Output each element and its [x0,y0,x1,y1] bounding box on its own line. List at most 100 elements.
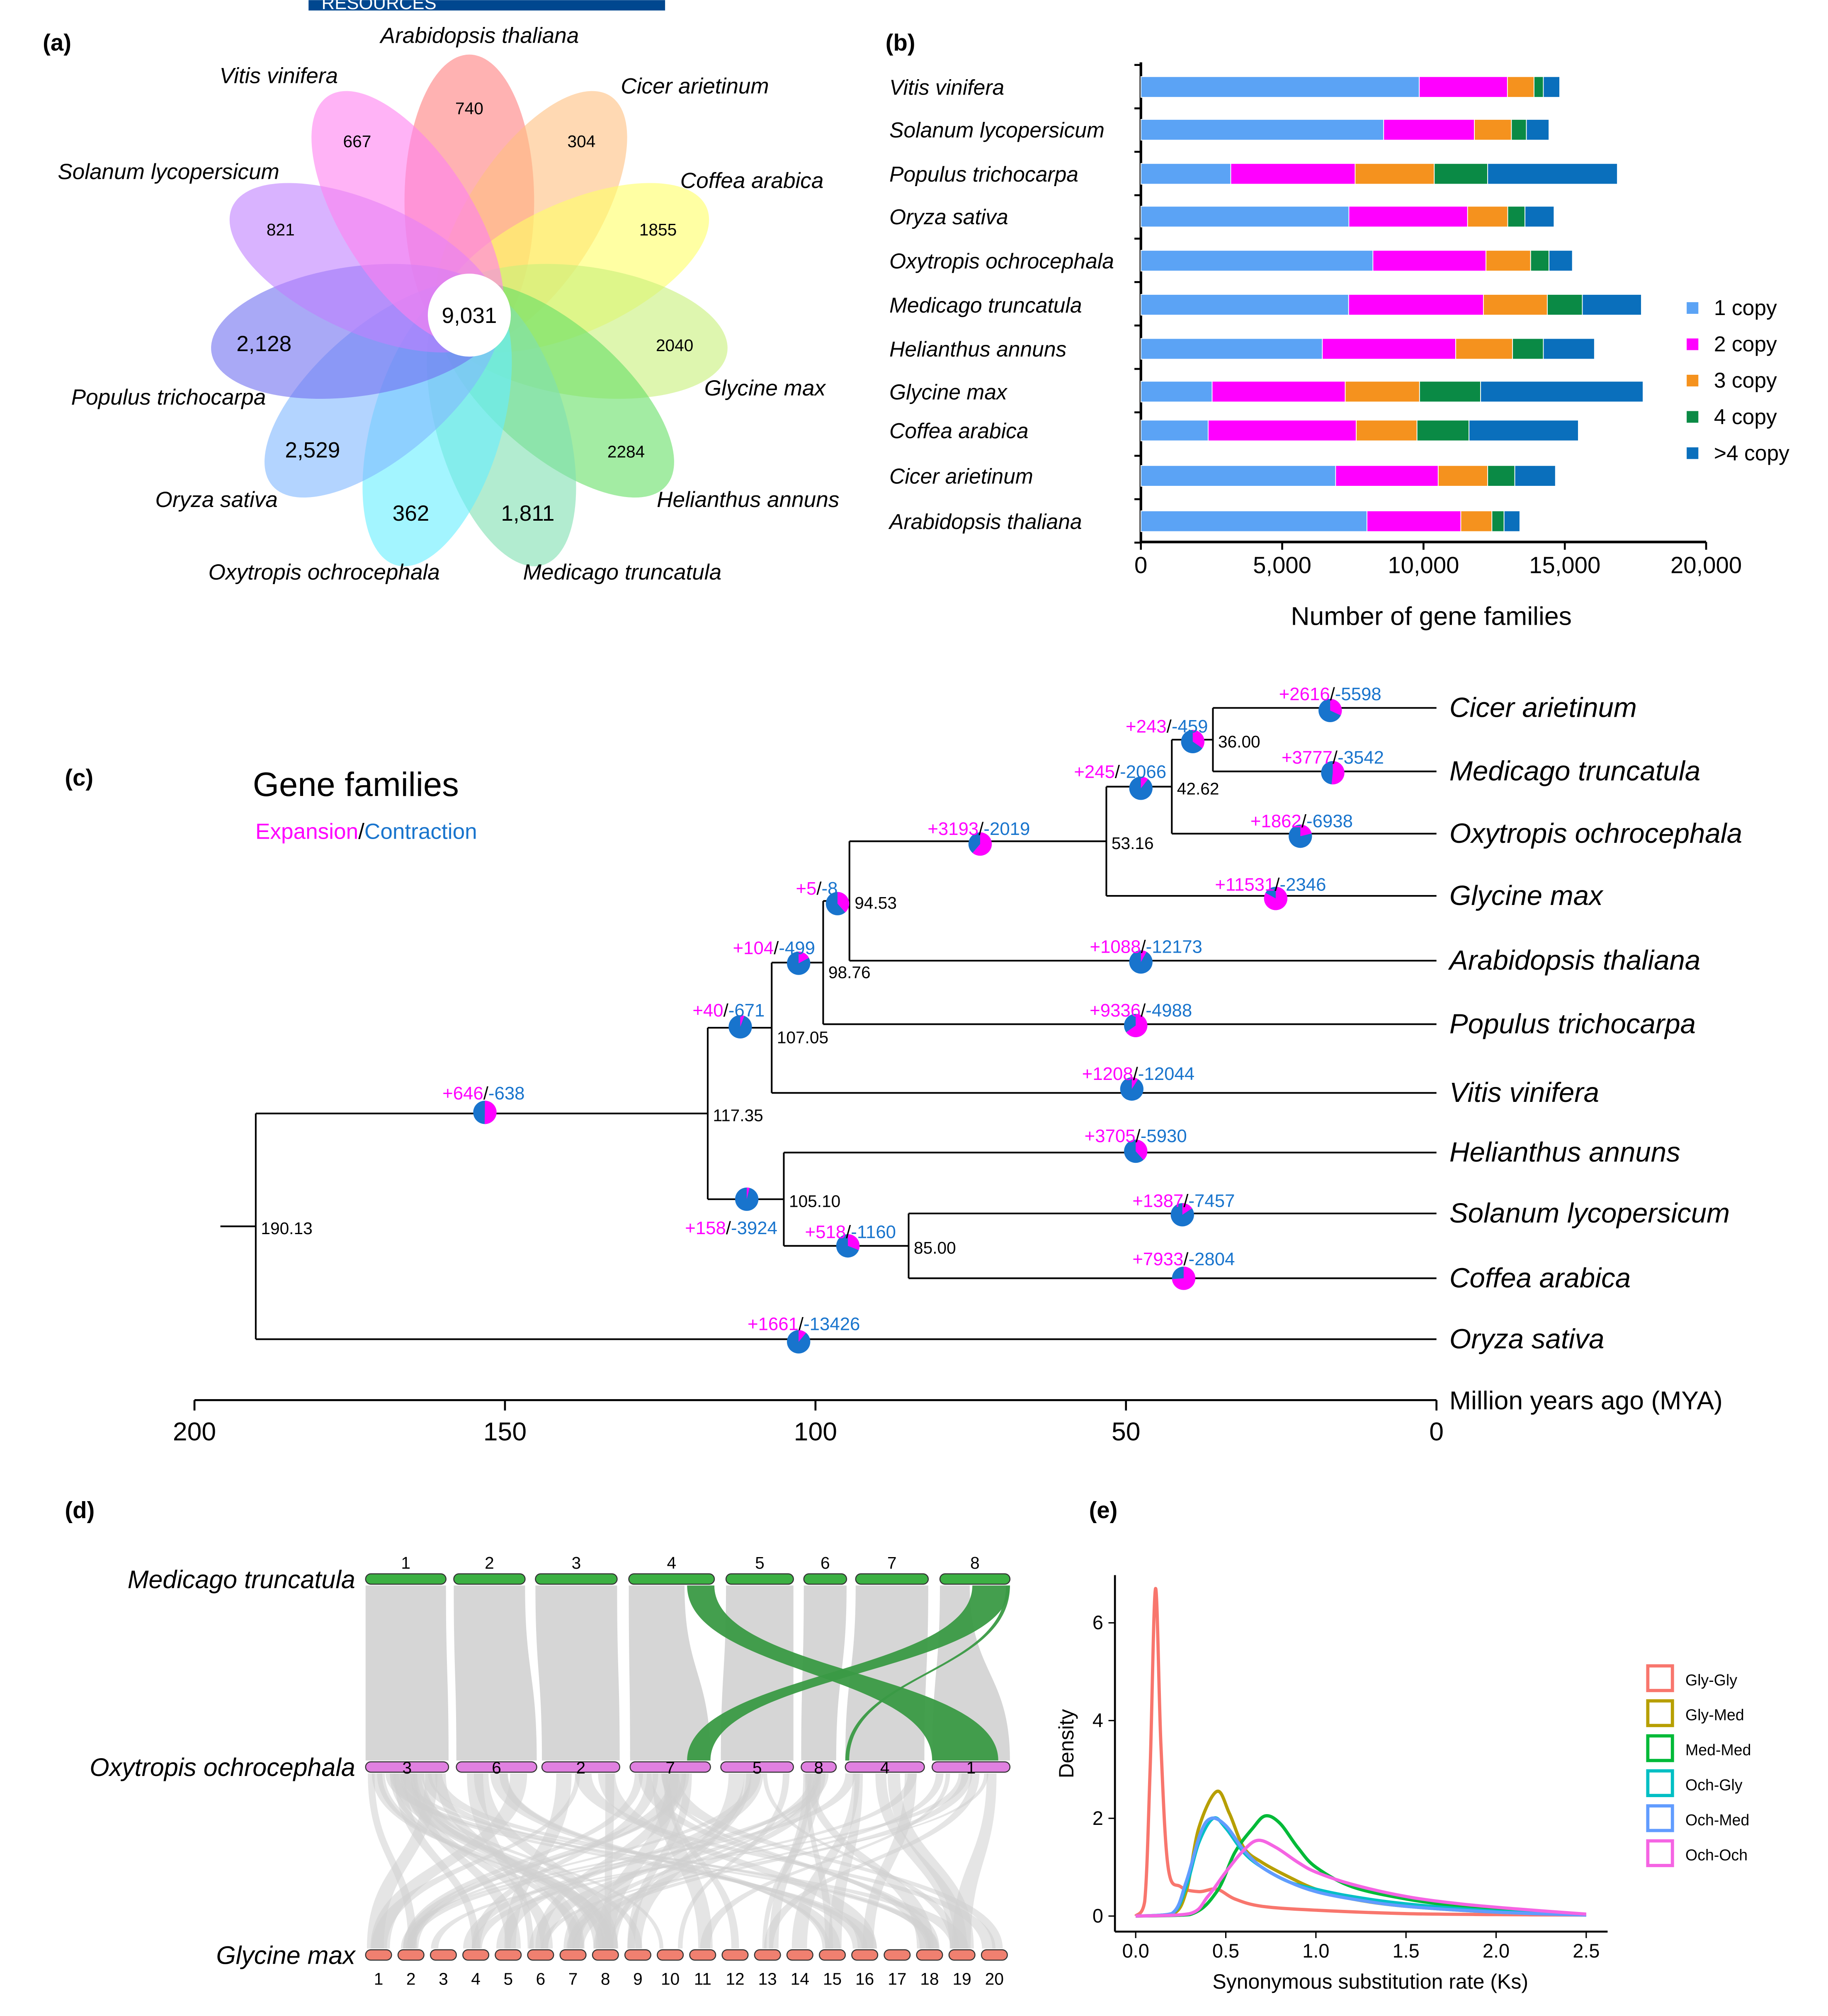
pie-chart [1129,776,1153,800]
chromosome-label: 1 [401,1553,410,1572]
bar-segment [1487,163,1618,185]
chromosome-label: 18 [920,1970,939,1989]
synteny-band [572,1773,973,1949]
pie-chart [1264,887,1288,910]
pie-expansion [838,892,850,912]
time-tick-label: 100 [794,1417,837,1446]
branch-change-label: +245/-2066 [1074,762,1166,782]
bar-segment [1487,465,1515,487]
separator: / [1133,1064,1139,1084]
panel-c-title: Gene families [253,766,459,803]
tip-label: Medicago truncatula [1449,756,1700,787]
chromosome [939,1573,1011,1585]
bar-segment [1511,119,1527,141]
synteny-band [421,1773,868,1949]
branch-change-label: +1387/-7457 [1132,1191,1235,1211]
banner-text: RESOURCES [321,0,436,13]
legend-label: Gly-Gly [1685,1671,1737,1688]
highlight-band [845,1585,1010,1761]
chromosome-label: 3 [403,1758,412,1777]
core-count: 9,031 [442,303,497,328]
branch-change-label: +5/-8 [796,878,838,899]
contraction-count: -3542 [1338,747,1384,768]
x-tick-label: 1.0 [1302,1940,1329,1962]
y-axis-label: Density [1055,1709,1078,1778]
category-label: Cicer arietinum [889,464,1033,488]
separator: / [1333,747,1338,768]
bar-segment [1419,381,1481,403]
contraction-count: -12173 [1146,937,1202,957]
x-tick-label: 20,000 [1670,552,1742,578]
bar-segment [1503,510,1520,532]
branch-change-label: +518/-1160 [805,1222,896,1242]
chromosome [720,1761,794,1773]
chromosome [462,1949,490,1961]
petal-count: 1855 [639,220,677,239]
x-tick-label: 0.0 [1122,1940,1149,1962]
synteny-band [490,1773,830,1949]
chromosome-label: 6 [536,1970,546,1989]
legend-swatch [1687,302,1699,314]
tip-label: Glycine max [1449,880,1604,911]
bar-segment [1547,294,1583,316]
contraction-count: -5598 [1335,684,1381,704]
contraction-count: -12044 [1138,1064,1194,1084]
bar-segment [1140,163,1231,185]
node-age-label: 94.53 [855,893,897,912]
node-age-label: 42.62 [1177,779,1219,798]
bar-segment [1230,163,1356,185]
chromosome-label: 4 [471,1970,481,1989]
species-label: Vitis vinifera [220,63,338,88]
pie-expansion [1131,1077,1139,1089]
bar-segment [1543,338,1595,360]
expansion-count: +2616 [1279,684,1330,704]
chromosome [845,1761,925,1773]
bar-segment [1140,119,1384,141]
branch-change-label: +1208/-12044 [1082,1064,1194,1084]
branch-change-label: +1862/-6938 [1250,811,1353,831]
bar-segment [1469,420,1579,442]
chromosome [629,1761,711,1773]
branch-change-label: +3705/-5930 [1085,1126,1187,1146]
synteny-band [763,1773,959,1949]
species-label: Arabidopsis thaliana [379,23,579,48]
synteny-band [828,1773,863,1949]
node-age-label: 107.05 [777,1028,828,1047]
chromosome [592,1949,619,1961]
density-curve [1136,1814,1587,1918]
tip-label: Helianthus annuns [1449,1137,1680,1168]
species-label: Helianthus annuns [657,488,839,512]
pie-chart [1129,950,1153,974]
chromosome [754,1949,781,1961]
separator: / [1167,716,1172,737]
separator: / [1301,811,1307,831]
bar-segment [1434,163,1488,185]
separator: / [816,878,822,899]
pie-expansion [1300,825,1312,837]
x-tick-label: 10,000 [1388,552,1459,578]
bar-segment [1512,338,1544,360]
pie-chart [1321,761,1345,785]
expansion-count: +5 [796,878,816,899]
pie-expansion [747,1187,750,1199]
synteny-band [529,1773,821,1949]
synteny-band [598,1773,877,1949]
bar-segment [1549,250,1573,272]
branch-change-label: +7933/-2804 [1132,1249,1235,1269]
synteny-band [401,1773,829,1949]
category-label: Oxytropis ochrocephala [889,249,1114,273]
pie-chart [1289,825,1312,848]
chromosome [535,1573,618,1585]
legend-label: 3 copy [1714,368,1777,392]
legend-label: 4 copy [1714,405,1777,429]
pie-chart [836,1234,860,1258]
bar-segment [1455,338,1513,360]
chromosome [456,1761,537,1773]
bar-segment [1140,381,1213,403]
pie-chart [1172,1266,1196,1290]
chromosome [725,1573,794,1585]
bar-segment [1335,465,1439,487]
synteny-links [365,1585,1010,1949]
legend-expansion: Expansion [255,819,358,844]
